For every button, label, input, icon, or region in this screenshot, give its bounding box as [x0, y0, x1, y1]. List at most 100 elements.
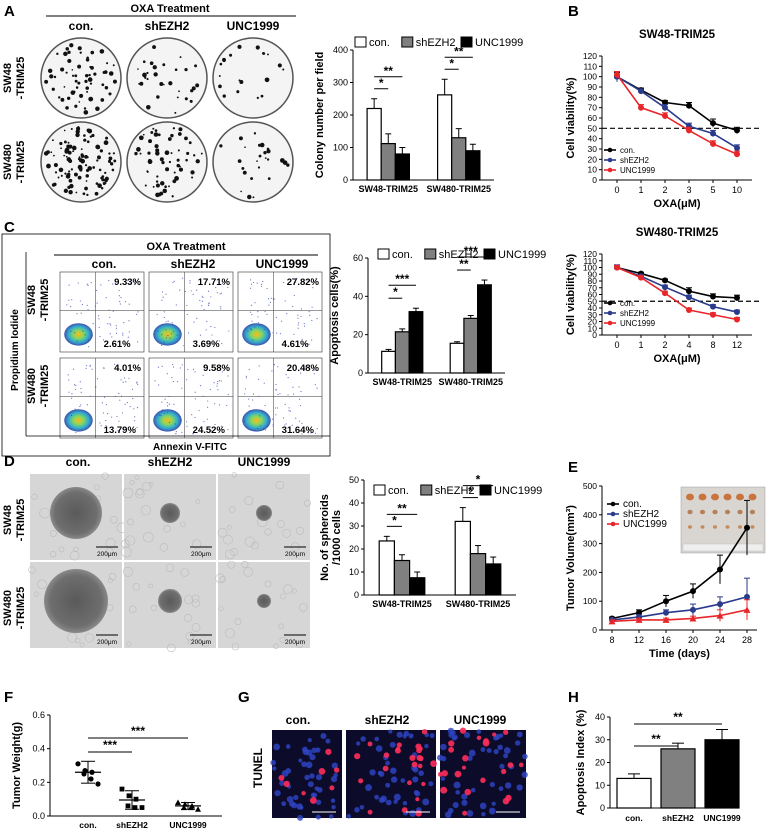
colony-dot — [76, 126, 81, 131]
flow-event — [196, 289, 198, 291]
colony-dot — [78, 101, 81, 103]
tunel-positive-cell — [430, 760, 437, 768]
tunel-positive-cell — [367, 809, 373, 815]
spheroid — [158, 589, 182, 613]
flow-event — [228, 330, 230, 332]
panel-label-a: A — [4, 3, 15, 20]
tunel-positive-cell — [464, 788, 471, 796]
col-label-unc1999: UNC1999 — [227, 19, 280, 33]
flow-event — [221, 342, 223, 344]
background-cell — [264, 580, 272, 588]
flow-event — [90, 282, 92, 284]
x-tick-label: shEZH2 — [116, 820, 148, 830]
flow-event — [105, 419, 107, 422]
flow-event — [203, 308, 205, 311]
tumor-sample — [686, 493, 694, 501]
tumor-sample — [700, 525, 705, 529]
colony-dot — [63, 188, 69, 194]
colony-dot — [149, 61, 154, 66]
colony-dot — [79, 93, 84, 98]
series-line — [611, 609, 748, 623]
y-tick-label: 40 — [588, 134, 598, 144]
colony-dot — [63, 154, 66, 157]
flow-event — [71, 393, 73, 395]
bar — [394, 331, 410, 374]
flow-event — [75, 384, 77, 386]
x-tick-label: 1 — [638, 340, 643, 350]
dapi-nucleus — [331, 804, 336, 810]
background-cell — [143, 531, 154, 543]
flow-event — [115, 332, 118, 334]
colony-dot — [79, 51, 82, 54]
bar — [454, 520, 472, 596]
flow-event — [309, 314, 311, 316]
flow-event — [129, 406, 131, 408]
tumor-sample — [724, 509, 731, 515]
colony-dot — [105, 176, 109, 181]
flow-event — [221, 282, 224, 285]
flow-event — [184, 290, 187, 293]
colony-dot — [47, 68, 53, 74]
flow-event — [119, 303, 121, 305]
flow-event — [291, 424, 293, 426]
legend-label: shEZH2 — [439, 249, 479, 261]
tunel-positive-cell — [382, 765, 389, 772]
flow-event — [256, 282, 258, 284]
flow-event — [68, 379, 70, 381]
colony-dot — [155, 192, 160, 198]
y-tick-label: 20 — [353, 330, 363, 340]
flow-event — [203, 421, 205, 423]
chart-title: SW48-TRIM25 — [639, 29, 716, 41]
background-cell — [223, 534, 233, 545]
flow-event — [250, 329, 253, 331]
colony-dot — [153, 72, 158, 77]
tumor-sample — [725, 525, 730, 529]
dapi-nucleus — [307, 738, 312, 743]
colony-dot — [155, 180, 159, 183]
spheroid — [44, 569, 108, 633]
significance-star: * — [393, 285, 398, 299]
legend-label: UNC1999 — [475, 37, 523, 49]
data-point — [614, 71, 620, 78]
flow-event — [131, 388, 134, 390]
flow-event — [166, 373, 168, 375]
tunel-positive-cell — [415, 797, 420, 802]
legend-swatch — [479, 484, 492, 496]
flow-event — [99, 422, 101, 424]
flow-event — [273, 298, 275, 300]
colony-dot — [80, 154, 85, 158]
flow-event — [301, 433, 303, 435]
y-tick-label: 90 — [588, 269, 598, 279]
colony-dot — [259, 142, 265, 148]
flow-event — [292, 305, 294, 308]
tunel-positive-cell — [448, 740, 455, 747]
x-tick-label: 12 — [634, 635, 644, 645]
colony-dot — [69, 43, 74, 48]
colony-dot — [112, 152, 115, 155]
colony-dot — [190, 170, 195, 175]
y-axis-label: Cell viability(%) — [565, 77, 577, 159]
data-point — [734, 316, 740, 323]
background-cell — [282, 528, 292, 538]
background-cell — [279, 636, 286, 643]
colony-dot — [67, 141, 70, 144]
tunel-positive-cell — [318, 768, 326, 775]
flow-event — [292, 393, 295, 395]
y-tick-label: 10 — [588, 323, 598, 333]
flow-event — [91, 335, 94, 337]
col-label-con-c: con. — [92, 257, 117, 271]
flow-event — [284, 403, 286, 405]
flow-event — [108, 309, 110, 311]
flow-event — [243, 420, 246, 422]
tunel-positive-cell — [492, 732, 497, 737]
colony-dot — [152, 45, 156, 49]
colony-dot — [84, 79, 88, 84]
legend-label: con. — [623, 499, 642, 510]
tumor-sample — [738, 525, 742, 529]
flow-event — [172, 331, 174, 333]
dapi-nucleus — [331, 762, 338, 769]
background-cell — [278, 623, 285, 630]
flow-event — [86, 404, 88, 406]
dapi-nucleus — [504, 782, 512, 789]
colony-dot — [99, 184, 102, 187]
